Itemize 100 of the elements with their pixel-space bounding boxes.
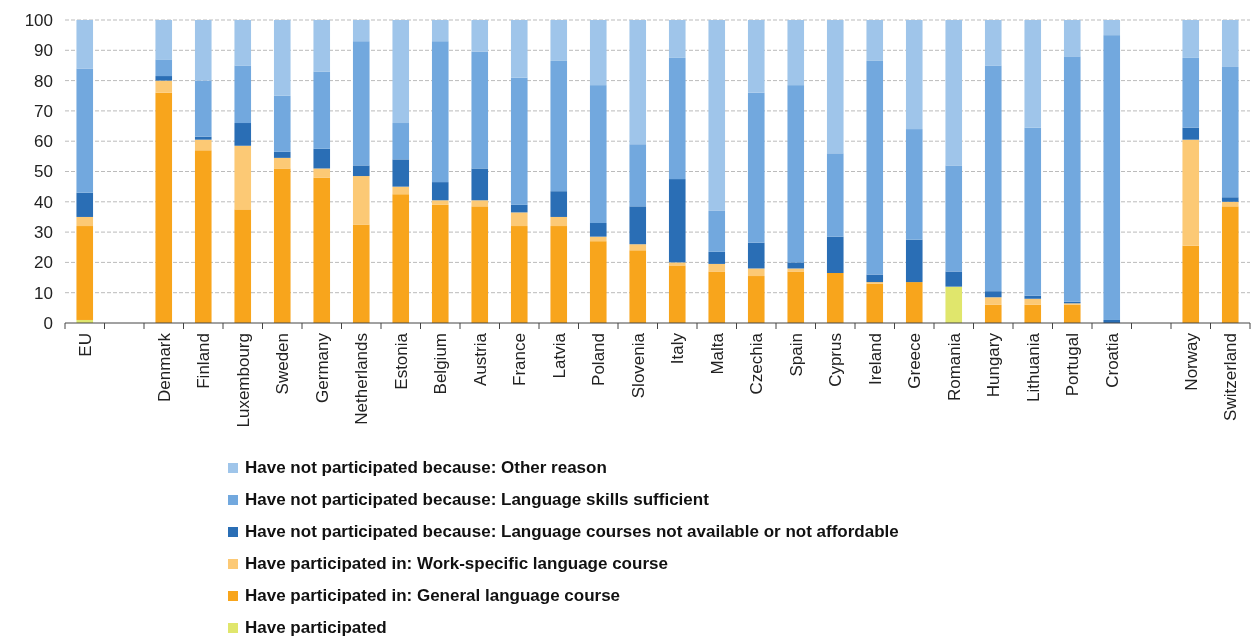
y-tick-label: 70 (34, 101, 53, 121)
x-tick-label: Czechia (747, 332, 767, 395)
x-tick-label: Germany (312, 332, 332, 403)
bar (1103, 20, 1121, 36)
bar (629, 244, 647, 251)
x-tick-label: Ireland (865, 333, 885, 385)
bar (826, 20, 844, 154)
x-tick-label: Spain (786, 333, 806, 377)
bar (431, 41, 449, 183)
x-tick-label: Switzerland (1221, 333, 1241, 421)
bar (471, 206, 489, 323)
bar (1221, 206, 1239, 323)
bar (313, 168, 331, 178)
bar (984, 20, 1002, 66)
bar (471, 20, 489, 52)
bar (234, 65, 252, 124)
bar (905, 239, 923, 283)
bar (273, 151, 291, 158)
bar (155, 92, 173, 323)
bar (273, 20, 291, 96)
bar (866, 283, 884, 323)
bar (629, 20, 647, 145)
x-tick-label: Belgium (431, 333, 451, 395)
bar (708, 251, 726, 264)
bar (708, 263, 726, 272)
bar (1024, 20, 1042, 128)
x-tick-label: Hungary (984, 332, 1004, 398)
bar (1182, 139, 1200, 246)
bar (905, 282, 923, 323)
bar (1024, 298, 1042, 305)
bar (392, 159, 410, 187)
bar (787, 20, 805, 86)
bar (787, 268, 805, 272)
y-tick-label: 0 (43, 313, 53, 333)
bar (194, 139, 212, 151)
bar (1024, 295, 1042, 299)
legend-label: Have not participated because: Language skills sufficient (245, 490, 710, 509)
bar (668, 57, 686, 180)
y-tick-label: 10 (34, 283, 53, 303)
bar (1182, 57, 1200, 128)
y-tick-label: 60 (34, 132, 53, 152)
bar (1182, 245, 1200, 323)
y-tick-label: 40 (34, 192, 53, 212)
bar (550, 20, 568, 61)
bar (273, 95, 291, 152)
bar (1063, 56, 1081, 302)
bar (747, 20, 765, 93)
x-tick-label: Romania (944, 332, 964, 402)
bar (352, 20, 370, 42)
bar (945, 165, 963, 272)
bar (1063, 20, 1081, 57)
bar (984, 291, 1002, 298)
bar (273, 168, 291, 323)
bar (629, 144, 647, 207)
bar (1024, 304, 1042, 323)
x-tick-label: Lithuania (1023, 332, 1043, 403)
bar (747, 92, 765, 243)
bar (194, 80, 212, 137)
bar (905, 20, 923, 130)
bar (313, 71, 331, 149)
bar (905, 129, 923, 240)
bar (510, 20, 528, 78)
x-tick-label: Norway (1181, 332, 1201, 391)
bar (866, 60, 884, 275)
bar (273, 157, 291, 169)
bar (76, 20, 94, 69)
x-tick-label: Denmark (154, 332, 174, 402)
x-tick-label: Malta (707, 332, 727, 375)
x-tick-label: Estonia (391, 332, 411, 390)
bar (194, 136, 212, 140)
bar (352, 41, 370, 166)
legend-label: Have participated (245, 618, 387, 637)
bar (708, 20, 726, 211)
bar (155, 80, 173, 93)
bar (866, 20, 884, 61)
bar (352, 176, 370, 225)
bar (352, 224, 370, 323)
bar (984, 304, 1002, 323)
x-tick-label: Austria (470, 332, 490, 386)
bar (1182, 127, 1200, 140)
bar (155, 20, 173, 60)
x-tick-label: Finland (194, 333, 214, 389)
bar (431, 200, 449, 205)
bar (589, 236, 607, 242)
bar (392, 194, 410, 323)
y-tick-label: 80 (34, 71, 53, 91)
bar (787, 262, 805, 269)
bar (589, 223, 607, 237)
bar (1182, 20, 1200, 58)
bar (510, 77, 528, 205)
legend-label: Have not participated because: Language courses not available or not affordable (245, 522, 899, 541)
bar (1221, 66, 1239, 198)
bar (313, 20, 331, 72)
y-tick-label: 50 (34, 162, 53, 182)
bar (392, 123, 410, 160)
bar (629, 250, 647, 323)
x-tick-label: Cyprus (826, 333, 846, 387)
y-tick-label: 90 (34, 41, 53, 61)
x-tick-label: EU (75, 333, 95, 357)
bar (708, 271, 726, 323)
